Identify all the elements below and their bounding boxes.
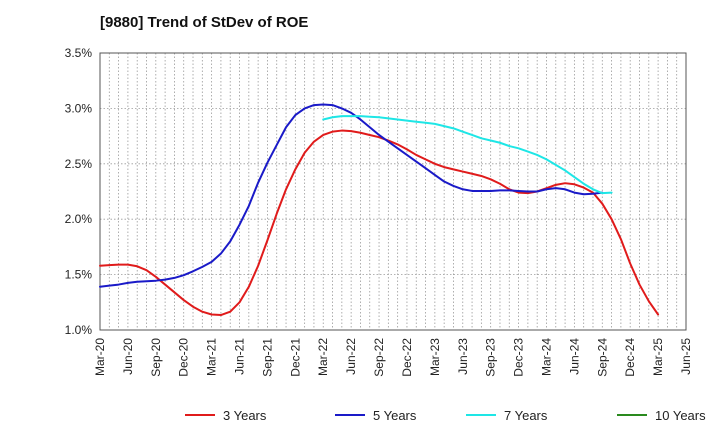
x-tick-label: Sep-23 [484, 338, 498, 377]
y-tick-label: 3.5% [65, 46, 93, 60]
legend-label-3-years: 3 Years [223, 408, 267, 423]
y-tick-label: 2.5% [65, 157, 93, 171]
legend-label-7-years: 7 Years [504, 408, 548, 423]
x-tick-label: Sep-24 [595, 338, 609, 377]
axis-layer: 1.0% 1.5% 2.0% 2.5% 3.0% 3.5% Mar-20 Jun-20 Sep-… [65, 46, 693, 377]
x-tick-label: Dec-21 [288, 338, 302, 377]
x-tick-label: Dec-20 [177, 338, 191, 377]
x-tick-label: Dec-24 [623, 338, 637, 377]
x-tick-label: Mar-25 [651, 338, 665, 376]
chart-title: [9880] Trend of StDev of ROE [100, 14, 309, 31]
x-tick-label: Mar-22 [316, 338, 330, 376]
x-tick-label: Jun-21 [233, 338, 247, 375]
x-tick-label: Dec-22 [400, 338, 414, 377]
x-tick-label: Mar-23 [428, 338, 442, 376]
series-layer [99, 103, 660, 317]
y-tick-label: 1.5% [65, 268, 93, 282]
y-tick-label: 2.0% [65, 212, 93, 226]
y-tick-label: 3.0% [65, 101, 93, 115]
series-line-7-years [322, 115, 613, 195]
series-line-3-years [99, 129, 660, 317]
y-tick-label: 1.0% [65, 323, 93, 337]
legend-label-10-years: 10 Years [655, 408, 706, 423]
x-tick-label: Sep-20 [149, 338, 163, 377]
x-tick-label: Mar-24 [539, 338, 553, 376]
x-tick-label: Sep-21 [260, 338, 274, 377]
legend-label-5-years: 5 Years [373, 408, 417, 423]
x-tick-label: Dec-23 [512, 338, 526, 377]
x-tick-label: Jun-20 [121, 338, 135, 375]
series-line-5-years [99, 103, 604, 288]
plot-frame [99, 52, 687, 331]
x-tick-label: Jun-23 [456, 338, 470, 375]
x-tick-label: Sep-22 [372, 338, 386, 377]
x-tick-label: Mar-20 [93, 338, 107, 376]
grid-layer [100, 53, 686, 330]
x-tick-label: Jun-25 [679, 338, 693, 375]
x-tick-label: Jun-22 [344, 338, 358, 375]
legend: 3 Years 5 Years 7 Years 10 Years [185, 408, 706, 423]
x-tick-label: Mar-21 [205, 338, 219, 376]
x-tick-label: Jun-24 [567, 338, 581, 375]
